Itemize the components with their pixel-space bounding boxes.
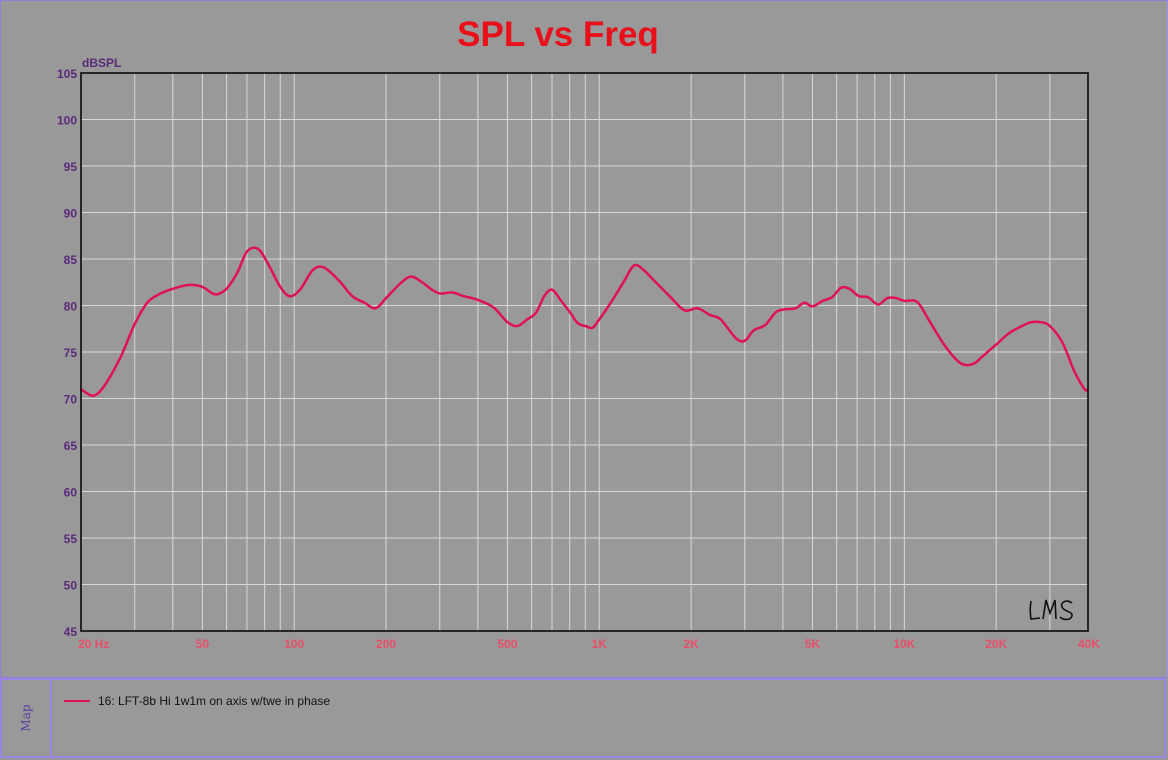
plot-border: [80, 72, 1089, 632]
legend-entry[interactable]: 16: LFT-8b Hi 1w1m on axis w/twe in phas…: [64, 694, 330, 708]
y-tick-label: 75: [64, 346, 78, 360]
x-tick-label: 500: [497, 637, 517, 651]
x-tick-label: 10K: [893, 637, 915, 651]
y-tick-label: 95: [64, 160, 78, 174]
map-tab[interactable]: Map: [2, 680, 52, 756]
series-line-spl: [80, 246, 1089, 397]
x-tick-label: 2K: [683, 637, 699, 651]
y-tick-label: 100: [57, 114, 77, 128]
x-tick-label: 5K: [805, 637, 821, 651]
x-tick-label: 200: [376, 637, 396, 651]
map-tab-label: Map: [19, 704, 33, 732]
y-tick-label: 105: [57, 67, 77, 81]
x-tick-labels: 20 Hz 50 100 200 500 1K 2K 5K 10K 20K 40K: [78, 637, 1100, 651]
y-tick-label: 45: [64, 625, 78, 639]
legend-swatch: [64, 700, 90, 702]
y-tick-label: 60: [64, 486, 78, 500]
y-tick-label: 70: [64, 393, 78, 407]
legend-entry-label: 16: LFT-8b Hi 1w1m on axis w/twe in phas…: [98, 694, 331, 708]
x-tick-label: 1K: [592, 637, 608, 651]
x-tick-label: 40K: [1078, 637, 1100, 651]
y-axis-label: dBSPL: [82, 56, 121, 70]
y-tick-labels: 105 100 95 90 85 80 75 70 65 60 55 50 45: [57, 67, 77, 639]
x-tick-label: 100: [284, 637, 304, 651]
y-tick-label: 90: [64, 207, 78, 221]
x-tick-label: 20 Hz: [78, 637, 109, 651]
x-tick-label: 50: [196, 637, 210, 651]
y-tick-label: 85: [64, 253, 78, 267]
y-tick-label: 80: [64, 300, 78, 314]
legend-panel: Map 16: LFT-8b Hi 1w1m on axis w/twe in …: [0, 678, 1166, 758]
x-tick-label: 20K: [985, 637, 1007, 651]
chart-title: SPL vs Freq: [457, 15, 659, 54]
y-tick-label: 55: [64, 532, 78, 546]
y-tick-label: 50: [64, 579, 78, 593]
y-tick-label: 65: [64, 439, 78, 453]
lms-logo: [1029, 599, 1073, 621]
